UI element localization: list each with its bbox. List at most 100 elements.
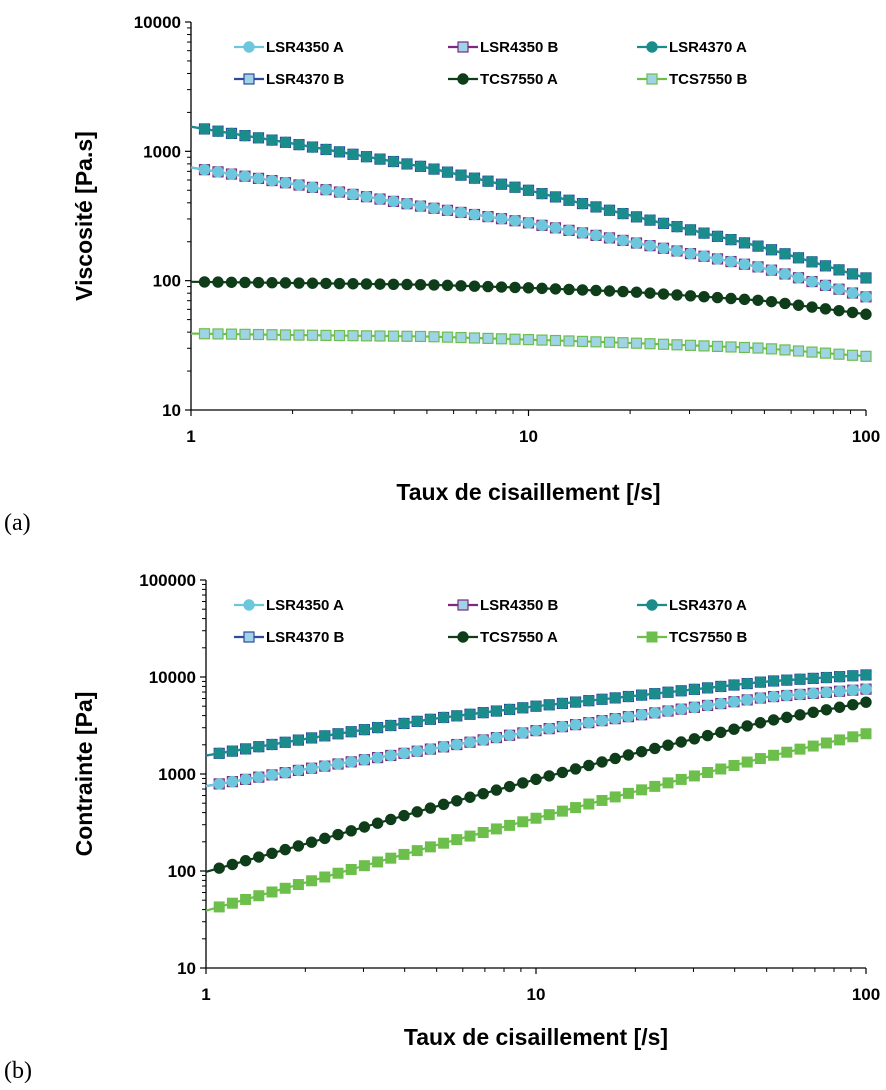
data-point <box>603 232 616 244</box>
data-point <box>671 220 683 233</box>
data-point <box>738 237 751 249</box>
data-point <box>455 206 467 219</box>
data-point <box>617 207 629 220</box>
data-point <box>253 851 265 863</box>
data-point <box>441 331 454 343</box>
data-point <box>807 740 819 752</box>
data-point <box>503 703 516 716</box>
data-point <box>806 346 818 358</box>
data-point <box>806 275 818 288</box>
legend-marker <box>243 41 255 53</box>
data-point <box>198 328 211 340</box>
data-point <box>464 708 476 720</box>
data-point <box>266 847 278 860</box>
series-tcs7550-a <box>205 696 872 874</box>
data-point <box>266 738 278 751</box>
data-point <box>198 276 211 288</box>
data-point <box>819 260 832 272</box>
data-point <box>767 675 780 687</box>
legend-marker <box>243 599 255 611</box>
data-point <box>464 791 476 803</box>
data-point <box>424 802 437 814</box>
data-point <box>320 143 332 156</box>
legend-entry: LSR4370 A <box>637 39 747 56</box>
data-point <box>609 712 621 725</box>
data-point <box>320 183 332 196</box>
data-point <box>428 202 440 214</box>
data-point <box>482 175 494 187</box>
data-point <box>279 882 291 894</box>
data-point <box>198 163 211 176</box>
data-point <box>563 194 575 206</box>
data-point <box>630 211 643 223</box>
legend-marker <box>646 599 658 611</box>
data-point <box>530 724 542 737</box>
data-point <box>860 696 872 708</box>
x-tick-label: 100 <box>852 427 880 446</box>
x-axis-label: Taux de cisaillement [/s] <box>396 479 660 505</box>
data-point <box>765 343 778 355</box>
data-point <box>702 766 714 778</box>
data-point <box>741 694 753 706</box>
data-point <box>741 677 753 690</box>
data-point <box>292 879 304 891</box>
data-point <box>860 669 872 681</box>
data-point <box>596 794 608 806</box>
data-point <box>468 332 481 344</box>
data-point <box>306 329 319 341</box>
data-point <box>306 141 319 153</box>
data-point <box>414 200 427 212</box>
data-point <box>603 204 616 216</box>
data-point <box>212 328 224 340</box>
data-point <box>387 278 400 290</box>
data-point <box>495 212 508 225</box>
data-point <box>576 335 589 347</box>
data-point <box>252 132 265 144</box>
data-point <box>495 178 508 190</box>
data-point <box>503 780 516 793</box>
data-point <box>239 743 252 755</box>
data-point <box>213 862 225 874</box>
data-point <box>212 125 224 137</box>
data-point <box>451 795 463 807</box>
data-point <box>451 834 463 846</box>
x-tick-label: 10 <box>519 427 538 446</box>
data-point <box>725 341 737 353</box>
data-point <box>438 837 450 849</box>
legend-label: LSR4370 A <box>669 39 747 56</box>
data-point <box>509 215 521 227</box>
data-point <box>437 741 450 753</box>
data-point <box>590 229 602 242</box>
data-point <box>503 729 516 741</box>
x-tick-label: 100 <box>852 985 880 1004</box>
chart-a-viscosity: 10 100 1000 10000 1 10 100 Taux de cisaillement… <box>71 13 880 505</box>
data-point <box>688 733 701 745</box>
data-point <box>332 728 344 740</box>
data-point <box>635 689 648 701</box>
data-point <box>860 272 872 284</box>
legend-entry: LSR4370 B <box>234 71 345 88</box>
data-point <box>847 731 859 743</box>
data-point <box>728 696 740 708</box>
data-point <box>644 214 656 226</box>
data-point <box>698 250 710 262</box>
legend-marker <box>243 631 255 643</box>
data-point <box>239 276 251 289</box>
data-point <box>306 181 319 194</box>
data-point <box>292 734 305 746</box>
data-point <box>428 163 440 175</box>
data-point <box>239 170 251 182</box>
data-point <box>807 706 819 719</box>
data-point <box>490 784 503 796</box>
legend-entry: TCS7550 B <box>637 71 748 88</box>
data-point <box>226 858 239 871</box>
data-point <box>563 335 575 347</box>
data-point <box>293 277 305 289</box>
data-point <box>688 701 701 713</box>
data-point <box>333 329 346 342</box>
data-point <box>482 332 494 344</box>
data-point <box>358 723 371 736</box>
data-point <box>455 331 467 344</box>
data-point <box>701 682 714 694</box>
data-point <box>536 282 548 295</box>
